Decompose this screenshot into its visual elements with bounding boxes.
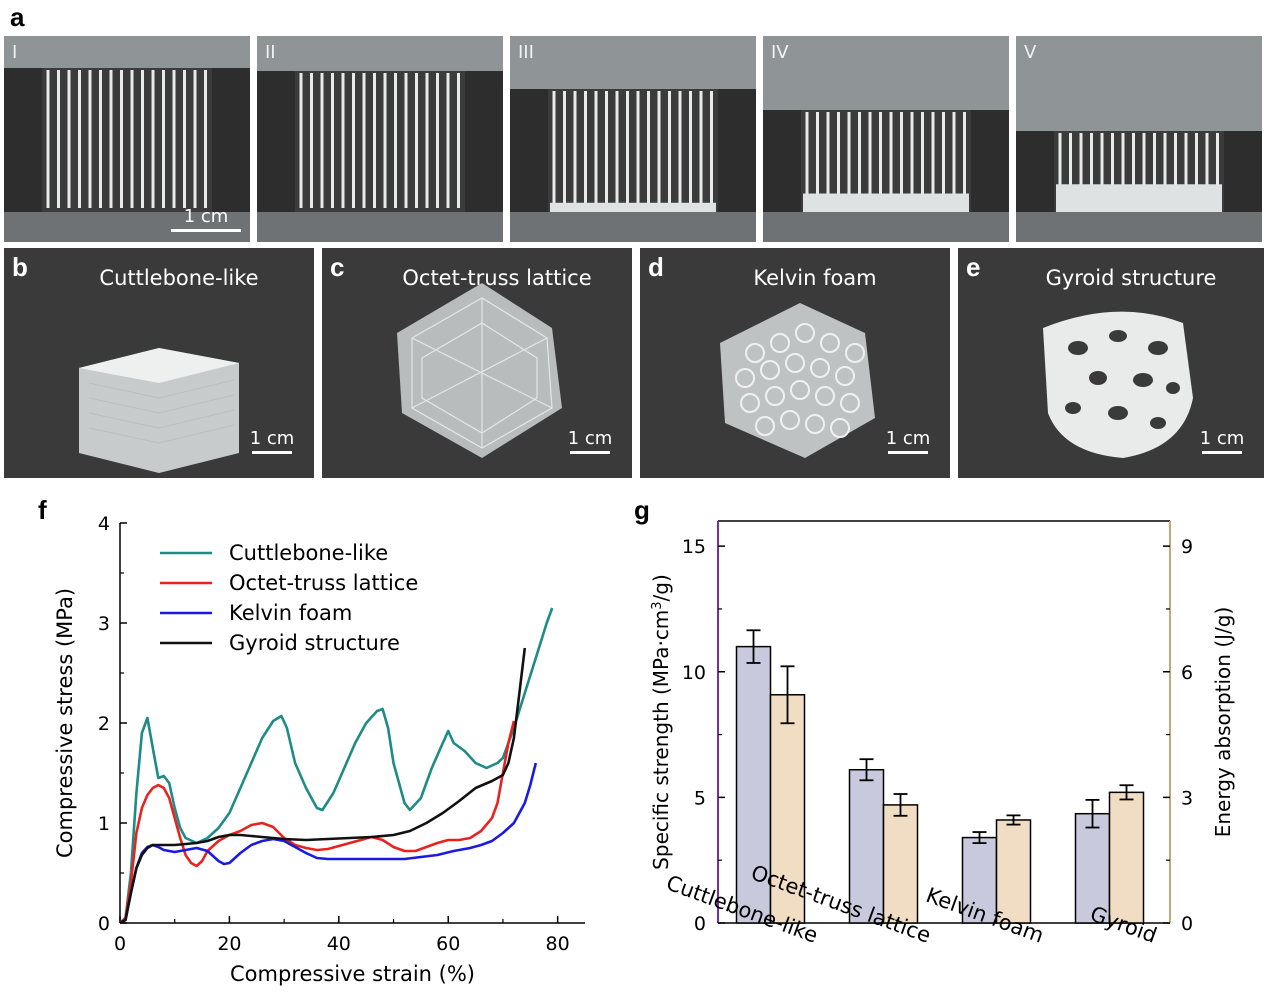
photo-title-octet: Octet-truss lattice — [402, 266, 592, 290]
octet-truss-image — [397, 283, 562, 458]
stage-specimen-image — [257, 36, 503, 242]
panel-label-d: d — [648, 252, 664, 282]
bar — [961, 836, 998, 924]
stage-photo: IV — [763, 36, 1009, 242]
y-axis-label: Compressive stress (MPa) — [53, 588, 77, 858]
left-y-axis-label: Specific strength (MPa·cm3/g) — [649, 574, 673, 870]
stage-specimen-image — [1016, 36, 1262, 242]
panel-label-b: b — [12, 252, 28, 282]
gyroid-image — [1043, 311, 1193, 458]
scale-bar-b: 1 cm — [242, 428, 302, 454]
bar — [735, 645, 772, 924]
left-y-tick-label: 10 — [682, 662, 706, 684]
scale-bar-d: 1 cm — [878, 428, 938, 454]
bar — [882, 804, 919, 924]
x-tick-label: 20 — [217, 933, 241, 955]
x-tick-label: 60 — [436, 933, 460, 955]
legend-label: Octet-truss lattice — [229, 571, 418, 595]
x-tick-label: 0 — [114, 933, 126, 955]
kelvin-foam-image — [720, 303, 875, 458]
series-line — [119, 647, 527, 925]
x-tick-label: 80 — [546, 933, 570, 955]
legend-label: Gyroid structure — [229, 631, 400, 655]
stage-label: IV — [771, 42, 789, 63]
photo-title-gyroid: Gyroid structure — [1045, 266, 1217, 290]
photo-cuttlebone: b Cuttlebone-like 1 cm — [4, 248, 314, 478]
x-axis-label: Compressive strain (%) — [230, 962, 475, 986]
stage-photo: III — [510, 36, 756, 242]
bar — [1074, 812, 1111, 924]
right-y-tick-label: 0 — [1181, 913, 1193, 935]
panel-label-e: e — [966, 252, 981, 282]
y-tick-label: 1 — [98, 813, 110, 835]
stage-label: III — [518, 42, 534, 63]
photo-title-kelvin: Kelvin foam — [753, 266, 877, 290]
series-line — [119, 607, 554, 924]
panel-label-c: c — [330, 252, 345, 282]
scale-label: 1 cm — [567, 428, 613, 449]
left-y-tick-label: 0 — [694, 913, 706, 935]
right-y-tick-label: 6 — [1181, 662, 1193, 684]
photo-title-cuttlebone: Cuttlebone-like — [99, 266, 259, 290]
panel-label-g: g — [634, 495, 650, 525]
stage-specimen-image — [4, 36, 250, 242]
photo-octet-truss: c Octet-truss lattice 1 cm — [322, 248, 632, 478]
panel-label-a: a — [10, 2, 25, 32]
bar — [995, 819, 1032, 924]
cuttlebone-cube-image — [79, 348, 239, 473]
y-tick-label: 3 — [98, 613, 110, 635]
stress-strain-chart: 0 20 40 60 80 0 1 2 3 4 Compressive strain (%) Comp… — [53, 513, 585, 986]
right-y-tick-label: 3 — [1181, 787, 1193, 809]
stage-label: I — [12, 42, 18, 63]
stage-label: V — [1024, 42, 1037, 63]
left-y-tick-label: 5 — [694, 787, 706, 809]
y-tick-label: 2 — [98, 713, 110, 735]
y-tick-label: 4 — [98, 513, 110, 535]
stage-photo: II — [257, 36, 503, 242]
right-y-axis-label: Energy absorption (J/g) — [1211, 607, 1235, 838]
bar — [1108, 791, 1145, 924]
legend-label: Cuttlebone-like — [229, 541, 388, 565]
right-y-tick-label: 9 — [1181, 536, 1193, 558]
x-tick-label: 40 — [327, 933, 351, 955]
stage-photo: I 1 cm — [4, 36, 250, 242]
y-tick-label: 0 — [98, 913, 110, 935]
scale-bar-c: 1 cm — [560, 428, 620, 454]
left-y-tick-label: 15 — [682, 536, 706, 558]
scale-bar-e: 1 cm — [1192, 428, 1252, 454]
bar — [848, 768, 885, 924]
photo-kelvin-foam: d Kelvin foam 1 cm — [640, 248, 950, 478]
bar — [769, 694, 806, 924]
legend-label: Kelvin foam — [229, 601, 352, 625]
scale-label: 1 cm — [885, 428, 931, 449]
stage-label: II — [265, 42, 276, 63]
stage-specimen-image — [763, 36, 1009, 242]
scale-label: 1 cm — [1199, 428, 1245, 449]
scale-label: 1 cm — [183, 206, 229, 227]
scale-label: 1 cm — [249, 428, 295, 449]
stage-specimen-image — [510, 36, 756, 242]
panel-label-f: f — [38, 495, 47, 525]
photo-gyroid: e Gyroid structure 1 cm — [958, 248, 1264, 478]
stage-photo: V — [1016, 36, 1262, 242]
scale-bar-a: 1 cm — [166, 206, 246, 232]
